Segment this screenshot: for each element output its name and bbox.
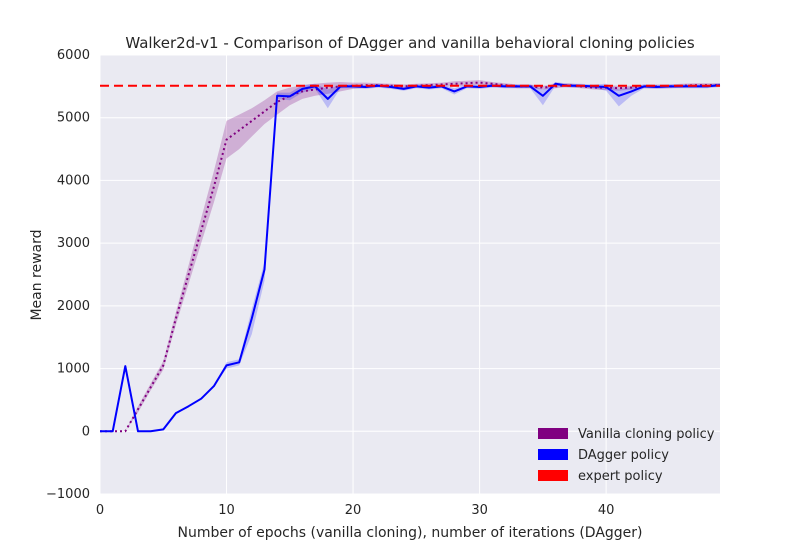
chart-title: Walker2d-v1 - Comparison of DAgger and v… <box>125 34 695 52</box>
legend-swatch-expert <box>538 470 568 481</box>
x-tick-labels: 0 10 20 30 40 <box>96 503 615 518</box>
x-tick-label: 30 <box>471 503 488 518</box>
legend-swatch-dagger <box>538 449 568 460</box>
x-axis-label: Number of epochs (vanilla cloning), numb… <box>177 525 642 541</box>
y-axis-label: Mean reward <box>29 229 45 320</box>
y-tick-label: 0 <box>82 424 90 439</box>
y-tick-label: 6000 <box>57 48 90 63</box>
legend-label-vanilla: Vanilla cloning policy <box>578 427 715 442</box>
y-tick-label: 1000 <box>57 362 90 377</box>
y-tick-label: 5000 <box>57 111 90 126</box>
x-tick-label: 20 <box>345 503 362 518</box>
series-lines <box>100 81 721 433</box>
legend-label-expert: expert policy <box>578 469 663 484</box>
x-tick-label: 10 <box>218 503 235 518</box>
y-tick-label: 3000 <box>57 236 90 251</box>
series-line-1 <box>100 82 721 433</box>
x-tick-label: 0 <box>96 503 104 518</box>
y-tick-label: −1000 <box>46 487 90 502</box>
grid-lines <box>99 54 720 495</box>
x-tick-label: 40 <box>598 503 615 518</box>
y-tick-labels: −1000 0 1000 2000 3000 4000 5000 6000 <box>46 48 90 502</box>
y-tick-label: 2000 <box>57 299 90 314</box>
series-line-0 <box>100 81 720 433</box>
legend-swatch-vanilla <box>538 428 568 439</box>
legend-label-dagger: DAgger policy <box>578 448 669 463</box>
y-tick-label: 4000 <box>57 173 90 188</box>
legend: Vanilla cloning policy DAgger policy exp… <box>538 427 715 484</box>
plot-background <box>100 55 720 494</box>
